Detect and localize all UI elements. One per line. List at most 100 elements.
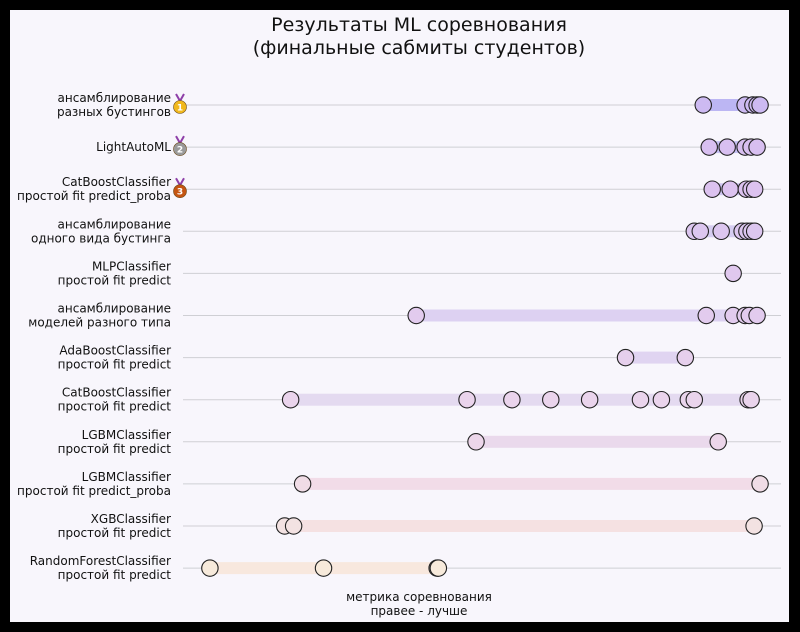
row-label-line: моделей разного типа bbox=[28, 316, 171, 330]
chart-title: Результаты ML соревнования (финальные са… bbox=[253, 14, 585, 59]
row-label-line: RandomForestClassifier bbox=[30, 554, 171, 568]
data-point bbox=[721, 180, 739, 198]
row-label-line: AdaBoostClassifier bbox=[59, 344, 171, 358]
data-point bbox=[745, 517, 763, 535]
data-points bbox=[201, 96, 769, 577]
medal-icon: 2 bbox=[173, 135, 187, 156]
x-axis-label: метрика соревнования правее - лучше bbox=[346, 590, 492, 618]
medal-ribbon bbox=[175, 93, 185, 104]
chart-title-line-1: Результаты ML соревнования bbox=[271, 14, 567, 36]
row-label-line: LightAutoML bbox=[96, 140, 171, 154]
data-point bbox=[694, 96, 713, 114]
row-labels: ансамблирование разных бустинговLightAuto… bbox=[17, 91, 171, 582]
data-point bbox=[700, 138, 718, 156]
data-point bbox=[724, 264, 742, 283]
row-label-line: MLPClassifier bbox=[92, 259, 171, 273]
range-band bbox=[284, 520, 755, 532]
data-point bbox=[407, 306, 425, 325]
data-point bbox=[742, 390, 760, 409]
medal-icon: 3 bbox=[173, 177, 187, 198]
range-bands bbox=[209, 99, 761, 575]
row-label: LGBMClassifier простой fit predict bbox=[58, 428, 172, 456]
data-point bbox=[709, 433, 727, 451]
data-point bbox=[748, 306, 766, 325]
row-label-line: простой fit predict bbox=[58, 400, 172, 414]
medal-ribbon bbox=[175, 135, 185, 146]
data-point bbox=[631, 390, 650, 409]
range-band bbox=[476, 435, 719, 448]
range-band bbox=[302, 477, 761, 490]
data-point bbox=[580, 390, 599, 409]
row-label-line: разных бустингов bbox=[57, 105, 171, 119]
data-point bbox=[284, 517, 303, 535]
medal-icons: 1 2 3 bbox=[173, 93, 187, 198]
row-label: XGBClassifier простой fit predict bbox=[58, 512, 172, 540]
row-label-line: простой fit predict bbox=[58, 568, 172, 582]
data-point bbox=[542, 390, 560, 409]
data-point bbox=[751, 475, 769, 493]
data-point bbox=[458, 390, 476, 409]
row-label-line: LGBMClassifier bbox=[82, 470, 171, 484]
data-point bbox=[703, 180, 721, 198]
data-point bbox=[712, 222, 730, 241]
medal-number: 3 bbox=[177, 188, 183, 198]
x-axis-label-line-2: правее - лучше bbox=[371, 604, 468, 618]
row-label-line: простой fit predict bbox=[58, 273, 172, 287]
row-label-line: ансамблирование bbox=[58, 91, 171, 105]
grid-lines bbox=[183, 104, 781, 569]
row-label: ансамблирование моделей разного типа bbox=[28, 302, 171, 330]
row-label: AdaBoostClassifier простой fit predict bbox=[58, 344, 172, 372]
data-point bbox=[201, 559, 219, 577]
data-point bbox=[751, 96, 769, 114]
row-label-line: ансамблирование bbox=[58, 217, 171, 231]
data-point bbox=[691, 222, 710, 241]
data-point bbox=[745, 222, 764, 241]
figure-canvas: Результаты ML соревнования (финальные са… bbox=[10, 10, 789, 622]
row-label: ансамблирование одного вида бустинга bbox=[31, 217, 171, 245]
row-label: CatBoostClassifier простой fit predict bbox=[58, 386, 172, 414]
ml-competition-chart: Результаты ML соревнования (финальные са… bbox=[17, 14, 781, 618]
row-label-line: ансамблирование bbox=[58, 302, 171, 316]
row-label-line: CatBoostClassifier bbox=[62, 175, 171, 189]
x-axis-label-line-1: метрика соревнования bbox=[346, 590, 492, 604]
row-label-line: LGBMClassifier bbox=[82, 428, 171, 442]
row-label-line: одного вида бустинга bbox=[31, 231, 171, 245]
data-point bbox=[314, 559, 333, 577]
data-point bbox=[467, 433, 485, 451]
row-label: LightAutoML bbox=[96, 140, 171, 154]
row-label-line: XGBClassifier bbox=[91, 512, 171, 526]
row-label: RandomForestClassifier простой fit predic… bbox=[30, 554, 172, 582]
medal-number: 2 bbox=[177, 146, 183, 156]
data-point bbox=[281, 390, 300, 409]
row-label: MLPClassifier простой fit predict bbox=[58, 259, 172, 287]
data-point bbox=[652, 390, 671, 409]
data-point bbox=[685, 390, 704, 409]
data-point bbox=[748, 138, 766, 156]
data-point bbox=[718, 138, 736, 156]
row-label: LGBMClassifier простой fit predict_proba bbox=[17, 470, 171, 498]
medal-disc bbox=[173, 100, 187, 114]
data-point bbox=[676, 348, 695, 367]
medal-number: 1 bbox=[177, 104, 183, 114]
data-point bbox=[293, 475, 312, 493]
data-point bbox=[745, 180, 764, 198]
row-label: ансамблирование разных бустингов bbox=[57, 91, 171, 119]
data-point bbox=[503, 390, 521, 409]
row-label-line: простой fit predict bbox=[58, 526, 172, 540]
medal-icon: 1 bbox=[173, 93, 187, 114]
data-point bbox=[697, 306, 715, 325]
row-label-line: CatBoostClassifier bbox=[62, 386, 171, 400]
row-label-line: простой fit predict_proba bbox=[17, 484, 171, 498]
row-label-line: простой fit predict_proba bbox=[17, 189, 171, 203]
medal-disc bbox=[173, 142, 187, 156]
range-band bbox=[625, 351, 686, 364]
data-point bbox=[429, 559, 448, 577]
row-label-line: простой fit predict bbox=[58, 442, 172, 456]
range-band bbox=[416, 309, 758, 322]
medal-disc bbox=[173, 184, 187, 198]
row-label: CatBoostClassifier простой fit predict_pr… bbox=[17, 175, 171, 203]
row-label-line: простой fit predict bbox=[58, 358, 172, 372]
data-point bbox=[616, 348, 635, 367]
chart-title-line-2: (финальные сабмиты студентов) bbox=[253, 37, 585, 59]
medal-ribbon bbox=[175, 177, 185, 188]
